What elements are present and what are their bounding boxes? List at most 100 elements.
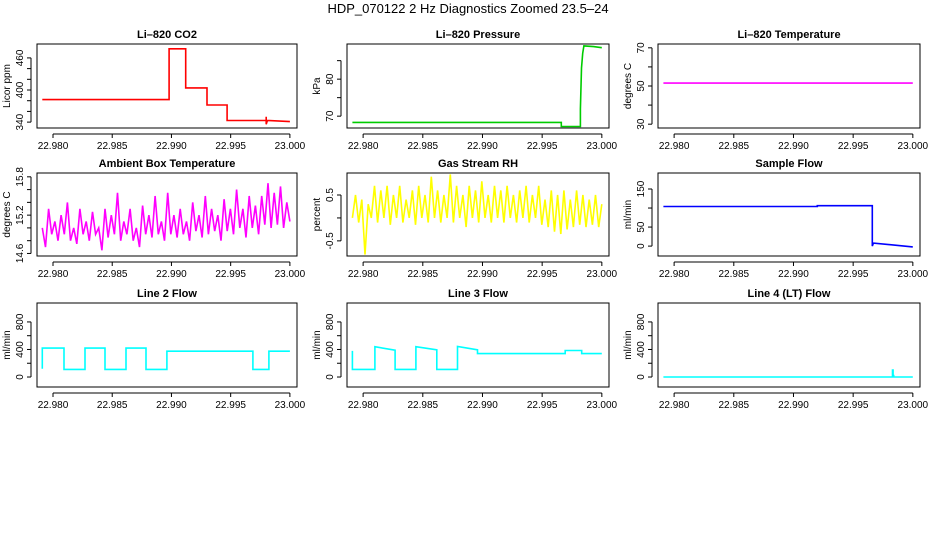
y-axis-label: degrees C (2, 191, 13, 237)
y-tick-label: 50 (636, 221, 647, 233)
x-tick-label: 22.995 (838, 141, 869, 152)
x-tick-label: 22.980 (38, 269, 69, 280)
x-tick-label: 23.000 (275, 269, 306, 280)
y-tick-label: 0 (325, 374, 336, 380)
panel-2: Li–820 Pressure 22.980 22.985 22.990 22.995 2… (312, 29, 618, 152)
y-axis-label: kPa (312, 77, 323, 95)
x-tick-label: 22.985 (97, 269, 128, 280)
panel-title: Ambient Box Temperature (99, 158, 236, 170)
panel-title: Sample Flow (755, 158, 823, 170)
x-tick-label: 22.985 (718, 400, 749, 411)
panel-6: Sample Flow 22.980 22.985 22.990 22.995 23.00… (623, 158, 929, 280)
y-tick-label: 400 (15, 81, 26, 98)
x-tick-label: 22.995 (215, 400, 246, 411)
x-tick-label: 22.990 (467, 141, 498, 152)
x-tick-label: 23.000 (898, 269, 929, 280)
y-tick-label: 460 (15, 49, 26, 66)
y-tick-label: 80 (325, 73, 336, 85)
y-tick-label: 150 (636, 180, 647, 197)
y-tick-label: 0 (15, 374, 26, 380)
x-tick-label: 22.980 (38, 141, 69, 152)
x-tick-label: 22.995 (527, 141, 558, 152)
y-tick-label: 0.5 (325, 188, 336, 202)
x-tick-label: 22.995 (215, 269, 246, 280)
panel-title: Li–820 Temperature (737, 29, 840, 41)
y-tick-label: 15.8 (15, 167, 26, 187)
plot-box (36, 172, 298, 257)
plot-box (346, 302, 610, 388)
x-tick-label: 22.995 (838, 400, 869, 411)
panel-title: Li–820 CO2 (137, 29, 197, 41)
x-tick-label: 23.000 (587, 141, 618, 152)
data-series-line (41, 347, 290, 371)
y-tick-label: 70 (325, 110, 336, 122)
x-tick-label: 22.995 (215, 141, 246, 152)
x-tick-label: 22.990 (156, 141, 187, 152)
y-tick-label: 15.2 (15, 205, 26, 225)
panel-title: Line 3 Flow (448, 288, 508, 300)
x-tick-label: 22.980 (348, 141, 379, 152)
y-axis-label: percent (312, 198, 323, 232)
plot-box (346, 172, 610, 257)
panel-5: Gas Stream RH 22.980 22.985 22.990 22.995 23.… (312, 158, 618, 280)
y-tick-label: 800 (15, 313, 26, 330)
x-tick-label: 22.980 (348, 400, 379, 411)
y-tick-label: 800 (325, 313, 336, 330)
x-tick-label: 22.990 (156, 269, 187, 280)
x-tick-label: 23.000 (898, 400, 929, 411)
x-tick-label: 22.990 (778, 269, 809, 280)
y-tick-label: 800 (636, 313, 647, 330)
y-tick-label: 340 (15, 113, 26, 130)
x-tick-label: 22.980 (659, 400, 690, 411)
plot-box (346, 43, 610, 129)
panel-8: Line 3 Flow 22.980 22.985 22.990 22.995 23.00… (312, 288, 618, 411)
data-series-line (663, 204, 913, 248)
y-tick-label: 50 (636, 80, 647, 92)
plot-box (36, 43, 298, 129)
x-tick-label: 22.995 (527, 269, 558, 280)
data-series-line (663, 369, 913, 378)
panel-4: Ambient Box Temperature 22.980 22.985 22.99… (2, 158, 306, 280)
panel-3: Li–820 Temperature 22.980 22.985 22.990 22.9… (623, 29, 929, 152)
y-tick-label: 14.6 (15, 243, 26, 263)
x-tick-label: 22.980 (348, 269, 379, 280)
panel-title: Li–820 Pressure (436, 29, 520, 41)
y-axis-label: ml/min (623, 200, 634, 229)
x-tick-label: 22.980 (659, 269, 690, 280)
x-tick-label: 22.995 (838, 269, 869, 280)
plot-box (36, 302, 298, 388)
data-series-line (41, 183, 291, 251)
y-axis-label: ml/min (623, 330, 634, 359)
x-tick-label: 23.000 (898, 141, 929, 152)
y-tick-label: 30 (636, 118, 647, 130)
x-tick-label: 22.995 (527, 400, 558, 411)
y-tick-label: -0.5 (325, 232, 336, 250)
data-series-line (351, 174, 603, 255)
x-tick-label: 22.990 (778, 400, 809, 411)
data-series-line (352, 45, 602, 128)
x-tick-label: 23.000 (587, 269, 618, 280)
y-axis-label: ml/min (312, 330, 323, 359)
x-tick-label: 22.990 (156, 400, 187, 411)
data-series-line (351, 345, 602, 371)
x-tick-label: 22.990 (467, 269, 498, 280)
panel-title: Line 2 Flow (137, 288, 197, 300)
y-tick-label: 0 (636, 243, 647, 249)
x-tick-label: 22.990 (778, 141, 809, 152)
x-tick-label: 22.990 (467, 400, 498, 411)
panel-title: Line 4 (LT) Flow (748, 288, 831, 300)
figure-title: HDP_070122 2 Hz Diagnostics Zoomed 23.5–… (327, 1, 609, 16)
x-tick-label: 22.980 (38, 400, 69, 411)
x-tick-label: 22.985 (718, 141, 749, 152)
panel-9: Line 4 (LT) Flow 22.980 22.985 22.990 22.995… (623, 288, 929, 411)
y-axis-label: degrees C (623, 63, 634, 109)
x-tick-label: 22.985 (97, 141, 128, 152)
y-axis-label: ml/min (2, 330, 13, 359)
plot-box (657, 302, 921, 388)
y-axis-label: Licor ppm (2, 64, 13, 108)
x-tick-label: 22.985 (718, 269, 749, 280)
x-tick-label: 22.985 (407, 141, 438, 152)
y-tick-label: 70 (636, 42, 647, 54)
x-tick-label: 22.985 (407, 400, 438, 411)
